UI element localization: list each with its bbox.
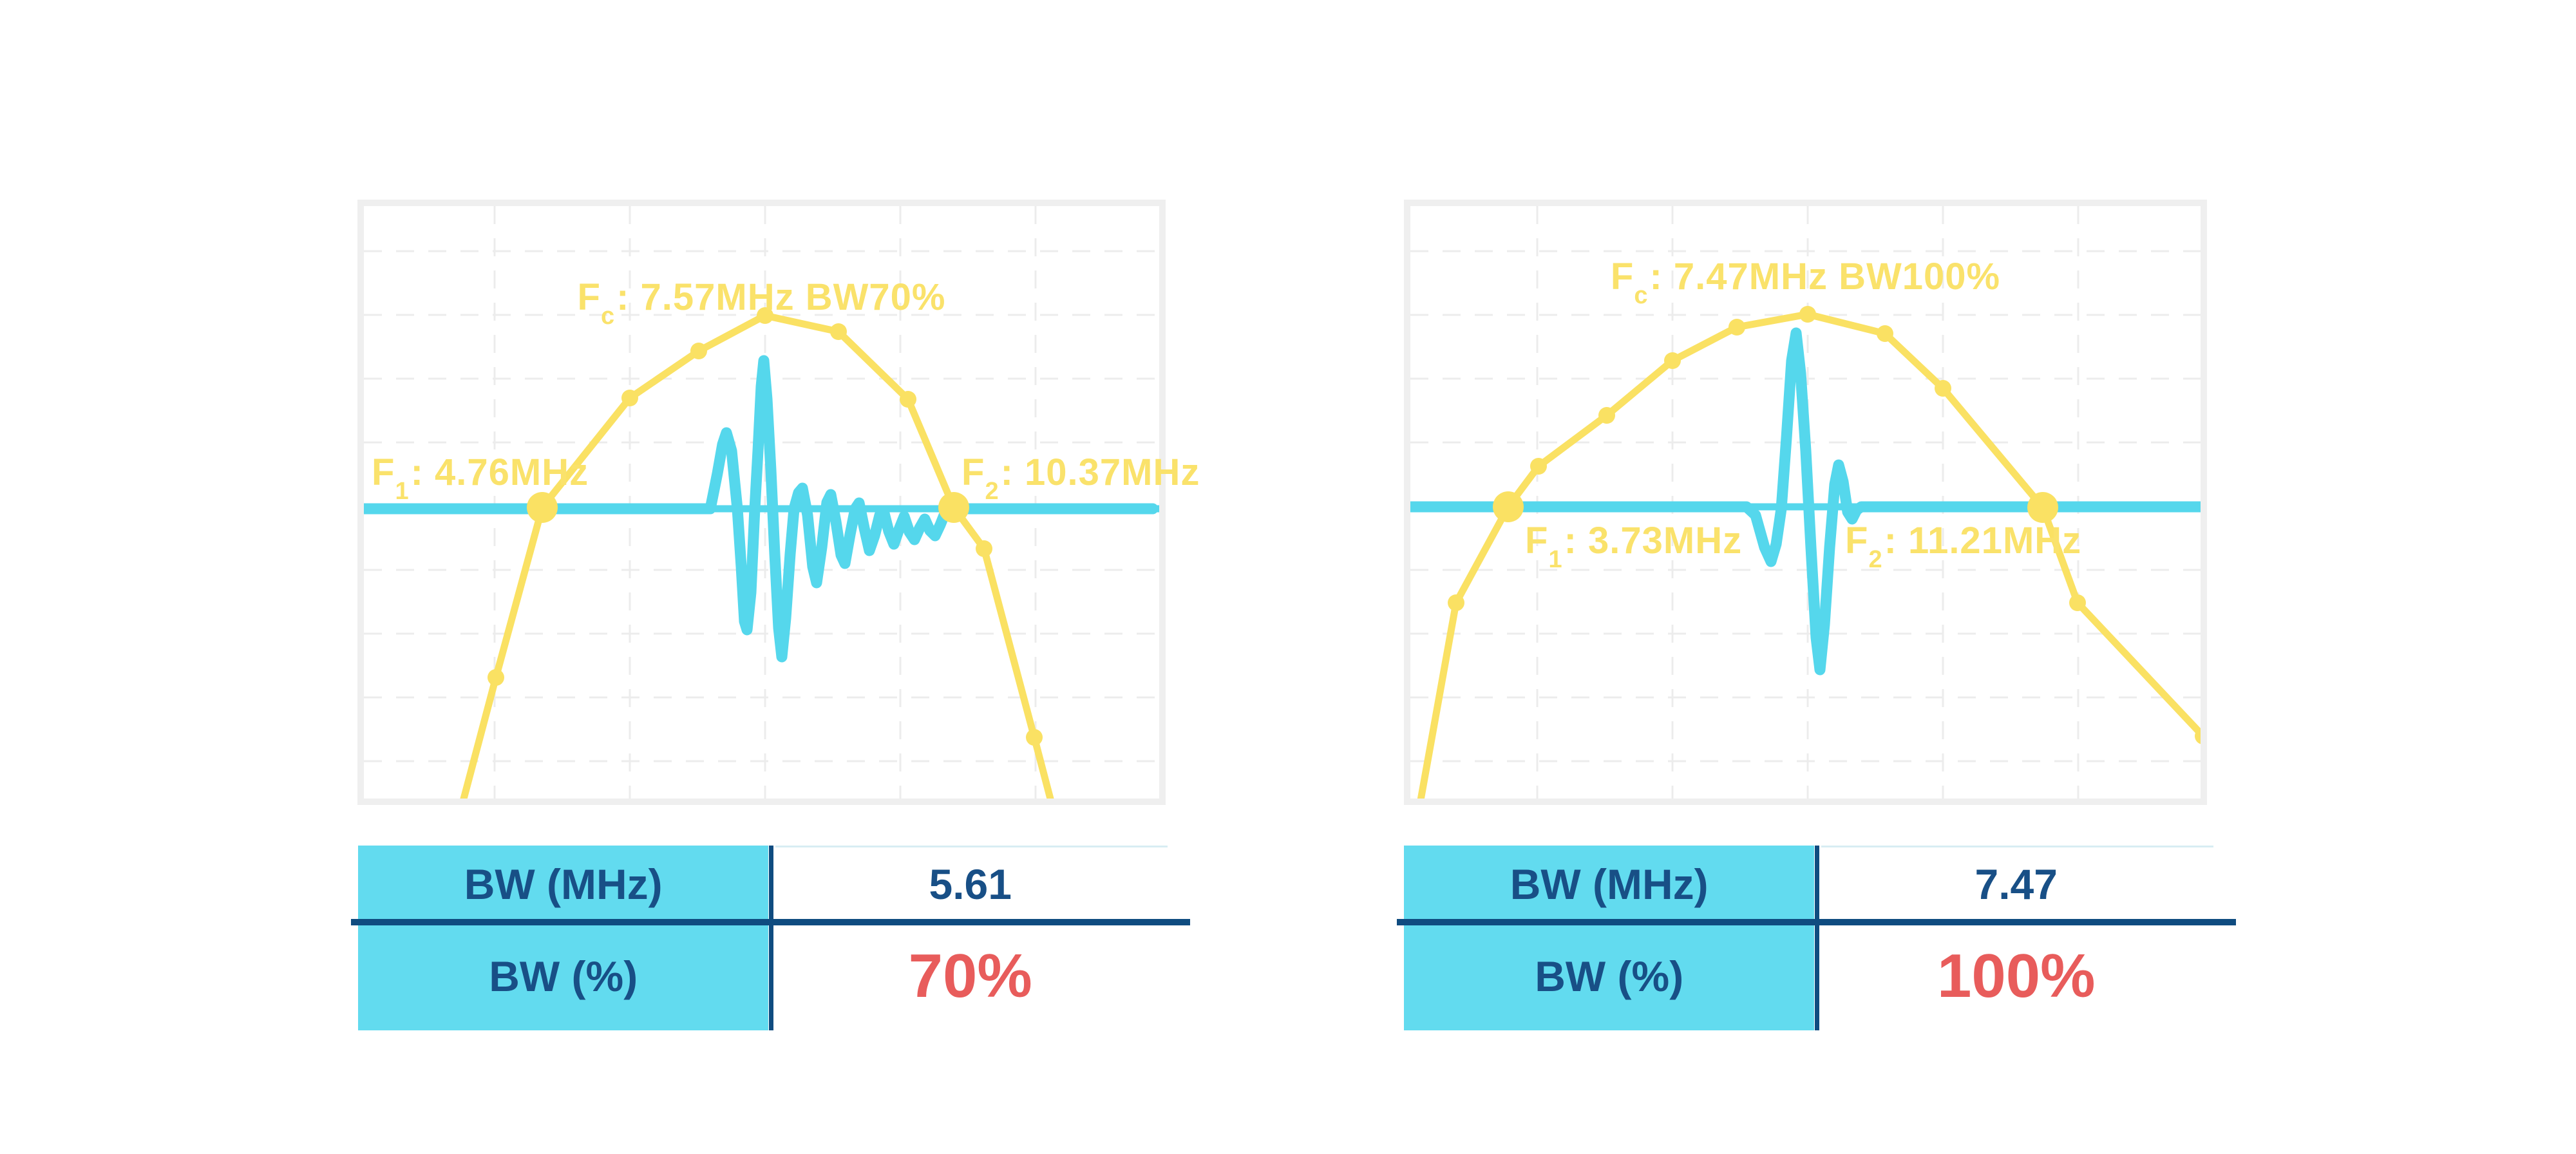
bw-mhz-value: 5.61 [929, 860, 1012, 908]
f2-annotation: F2: 11.21MHz [1845, 520, 2082, 573]
fc-symbol: F [577, 276, 601, 318]
f1-value: : 4.76MHz [410, 451, 589, 493]
f2-value: : 11.21MHz [1884, 520, 2082, 562]
table-row: BW (%) 70% [358, 922, 1168, 1030]
plot-bw70 [364, 206, 1159, 799]
f1-annotation: F1: 4.76MHz [372, 451, 588, 505]
bw-pct-label: BW (%) [1404, 922, 1815, 1030]
fc-value: : 7.47MHz BW100% [1649, 256, 2001, 298]
table-top-border [1821, 846, 2213, 847]
bw-mhz-label: BW (MHz) [1404, 846, 1815, 922]
fc-annotation: Fc: 7.57MHz BW70% [364, 276, 1159, 330]
fc-value: : 7.57MHz BW70% [616, 276, 946, 318]
chart-bw70: Fc: 7.57MHz BW70% F1: 4.76MHz F2: 10.37M… [357, 200, 1199, 805]
fc-subscript: c [600, 302, 616, 330]
f1-annotation: F1: 3.73MHz [1525, 520, 1743, 573]
table-row-divider [351, 919, 1190, 925]
chart-bw100: Fc: 7.47MHz BW100% F1: 3.73MHz F2: 11.21… [1404, 200, 2207, 805]
f2-symbol: F [961, 451, 985, 493]
table-column-divider [1815, 846, 1819, 1030]
plot-bw100 [1410, 206, 2201, 799]
bw-table-100: BW (MHz) 7.47 BW (%) 100% [1397, 846, 2236, 1030]
f2-subscript: 2 [1868, 545, 1883, 573]
table-row-divider [1397, 919, 2236, 925]
bw-mhz-value: 7.47 [1975, 860, 2058, 908]
bw-pct-value: 70% [908, 941, 1032, 1010]
f1-subscript: 1 [1548, 545, 1563, 573]
f2-symbol: F [1845, 520, 1869, 562]
table-row: BW (MHz) 5.61 [358, 846, 1168, 922]
bw-pct-label: BW (%) [358, 922, 769, 1030]
table-column-divider [769, 846, 773, 1030]
bw-mhz-label: BW (MHz) [358, 846, 769, 922]
fc-symbol: F [1610, 256, 1634, 298]
bw-table-70: BW (MHz) 5.61 BW (%) 70% [351, 846, 1190, 1030]
f1-symbol: F [1525, 520, 1549, 562]
bw-pct-value: 100% [1937, 941, 2096, 1010]
table-row: BW (%) 100% [1404, 922, 2213, 1030]
table-top-border [775, 846, 1168, 847]
fc-annotation: Fc: 7.47MHz BW100% [1410, 256, 2201, 309]
f2-subscript: 2 [985, 477, 999, 505]
f1-subscript: 1 [395, 477, 410, 505]
f1-symbol: F [372, 451, 395, 493]
f2-annotation: F2: 10.37MHz [961, 451, 1200, 505]
f2-value: : 10.37MHz [1000, 451, 1200, 493]
f1-value: : 3.73MHz [1564, 520, 1743, 562]
fc-subscript: c [1634, 281, 1649, 309]
table-row: BW (MHz) 7.47 [1404, 846, 2213, 922]
